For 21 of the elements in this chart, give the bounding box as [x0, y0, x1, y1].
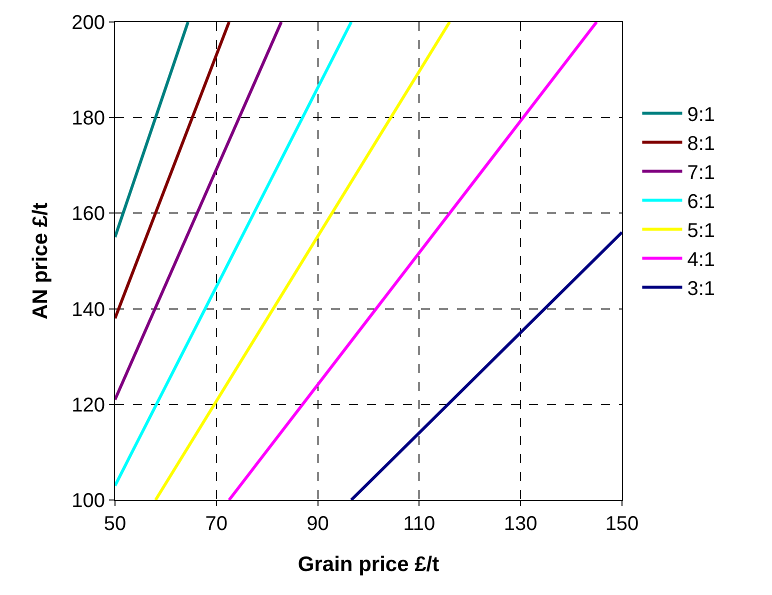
y-tick-label: 100	[72, 490, 105, 512]
x-tick-label: 50	[104, 513, 126, 535]
legend-label: 6:1	[687, 191, 716, 213]
y-tick-label: 200	[72, 12, 105, 34]
legend-label: 7:1	[687, 162, 716, 184]
x-tick-label: 70	[205, 513, 228, 535]
y-tick-label: 180	[72, 108, 105, 130]
legend-label: 5:1	[687, 220, 716, 242]
y-tick-label: 160	[72, 203, 105, 226]
y-axis-title: AN price £/t	[28, 202, 52, 320]
x-tick-label: 110	[403, 513, 436, 535]
legend-label: 9:1	[687, 104, 716, 126]
legend-label: 8:1	[687, 133, 716, 155]
x-tick-label: 150	[605, 513, 639, 535]
legend-label: 3:1	[687, 278, 716, 300]
y-tick-label: 140	[72, 298, 105, 321]
y-tick-label: 120	[72, 394, 105, 416]
legend-label: 4:1	[687, 249, 716, 271]
x-tick-label: 130	[504, 513, 538, 535]
x-tick-label: 90	[306, 513, 329, 535]
x-axis-title: Grain price £/t	[298, 553, 440, 576]
